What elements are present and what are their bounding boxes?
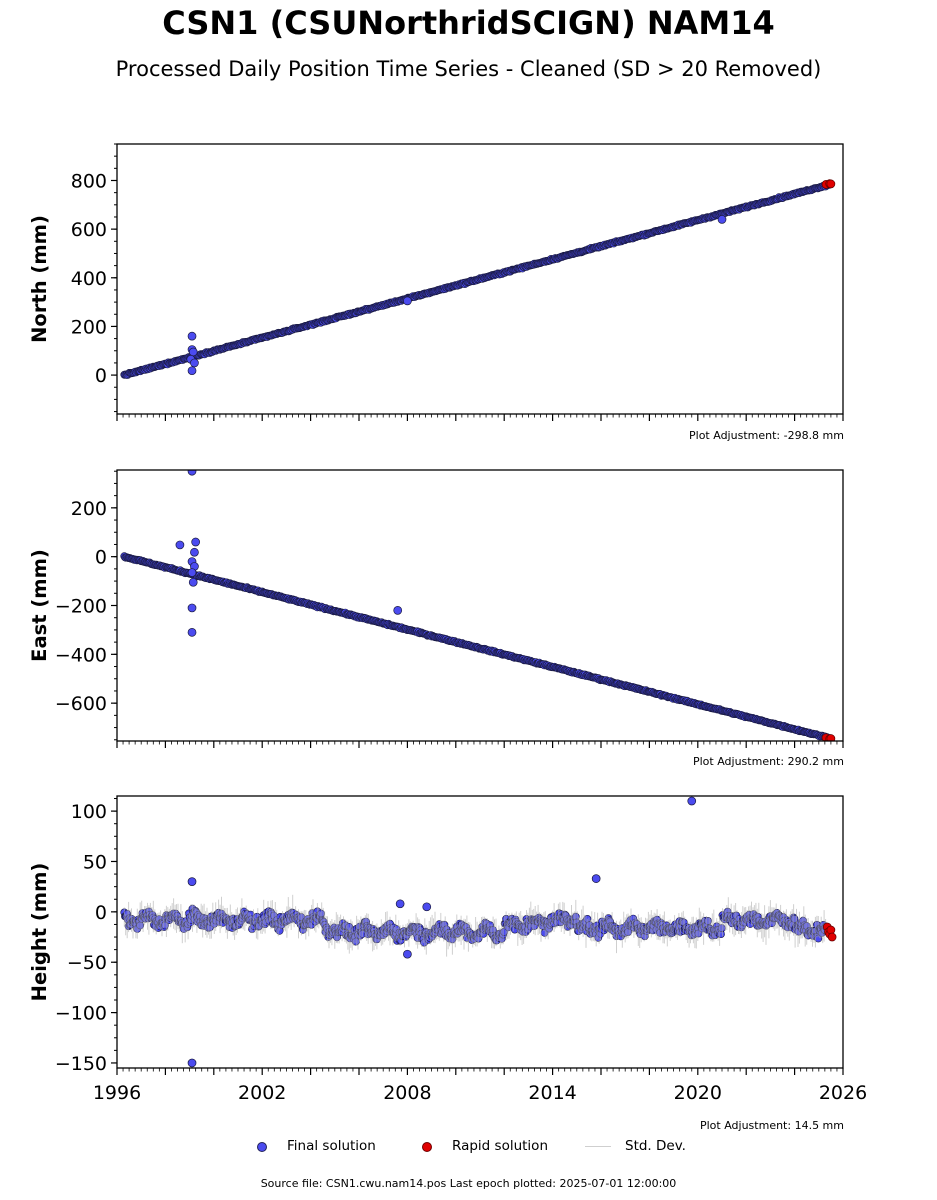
height-plot-area xyxy=(120,796,837,1068)
height-ytick-label: −100 xyxy=(55,1003,107,1025)
north-ytick-label: 600 xyxy=(71,219,107,241)
height-xtick-label: 2014 xyxy=(528,1082,576,1104)
north-outlier-point xyxy=(187,366,197,376)
height-adjustment-label: Plot Adjustment: 14.5 mm xyxy=(699,1119,844,1132)
height-rapid-point xyxy=(826,925,836,935)
east-outlier-point xyxy=(187,568,197,577)
height-ylabel: Height (mm) xyxy=(28,863,51,1002)
height-rapid-point xyxy=(827,932,837,942)
east-frame xyxy=(116,469,844,742)
east-outlier-point xyxy=(175,540,185,550)
east-outlier-point xyxy=(187,628,197,637)
north-ytick-label: 800 xyxy=(71,170,107,192)
east-ytick-label: −600 xyxy=(55,693,107,715)
east-outlier-point xyxy=(188,577,198,587)
height-outlier-point xyxy=(395,899,405,909)
source-footer: Source file: CSN1.cwu.nam14.pos Last epo… xyxy=(260,1177,677,1190)
height-outlier-point xyxy=(591,874,601,883)
chart-subtitle: Processed Daily Position Time Series - C… xyxy=(115,57,822,81)
north-adjustment-label: Plot Adjustment: -298.8 mm xyxy=(689,429,844,442)
north-outlier-point xyxy=(190,358,199,368)
height-ytick-label: −50 xyxy=(67,952,107,974)
height-outlier-point xyxy=(187,1058,197,1068)
east-ytick-label: 200 xyxy=(71,498,107,520)
height-panel: −150 −100 −50 0 50 100 1996 2002 2008 2014 2020 202… xyxy=(28,795,867,1104)
north-outlier-point xyxy=(403,296,412,306)
north-panel: 0 200 400 600 800 North (mm) xyxy=(28,143,844,421)
legend-rapid-marker xyxy=(422,1142,432,1152)
height-ytick-label: 0 xyxy=(95,902,107,924)
east-panel: −600 −400 −200 0 200 East (mm) xyxy=(28,469,844,748)
height-xtick-label: 2020 xyxy=(674,1082,722,1104)
north-plot-area xyxy=(120,179,836,379)
north-daily-cloud xyxy=(120,180,835,379)
east-ylabel: East (mm) xyxy=(28,549,51,662)
north-rapid-point xyxy=(826,179,836,189)
height-ytick-label: 100 xyxy=(71,801,107,823)
height-xtick-label: 2026 xyxy=(819,1082,867,1104)
legend-rapid-label: Rapid solution xyxy=(452,1138,548,1154)
north-outlier-point xyxy=(187,331,197,341)
north-ylabel: North (mm) xyxy=(28,215,51,343)
east-outlier-point xyxy=(190,547,199,557)
north-ytick-label: 200 xyxy=(71,316,107,338)
east-adjustment-label: Plot Adjustment: 290.2 mm xyxy=(692,755,844,768)
east-daily-cloud xyxy=(120,552,835,741)
east-outlier-point xyxy=(187,470,197,476)
north-outlier-point xyxy=(188,347,198,357)
height-xtick-label: 1996 xyxy=(93,1082,141,1104)
east-rapid-point xyxy=(826,734,836,741)
height-xtick-label: 2002 xyxy=(238,1082,286,1104)
north-outlier-point xyxy=(717,215,727,224)
legend-final-label: Final solution xyxy=(287,1138,376,1154)
east-ytick-label: −400 xyxy=(55,644,107,666)
legend-std-marker xyxy=(585,1146,611,1147)
east-outlier-point xyxy=(191,537,200,547)
east-outlier-point xyxy=(187,603,197,613)
east-outlier-point xyxy=(393,606,403,615)
north-ytick-label: 400 xyxy=(71,268,107,290)
height-ytick-label: −150 xyxy=(55,1053,107,1075)
height-ytick-label: 50 xyxy=(83,851,107,873)
height-outlier-point xyxy=(187,877,197,886)
legend-final-marker xyxy=(257,1142,267,1152)
legend-std-label: Std. Dev. xyxy=(625,1138,686,1154)
height-outlier-point xyxy=(687,796,697,806)
east-ytick-label: −200 xyxy=(55,596,107,618)
east-plot-area xyxy=(120,470,836,741)
height-stddev-bars xyxy=(123,894,827,957)
height-outlier-point xyxy=(422,902,432,912)
north-ytick-label: 0 xyxy=(95,365,107,387)
chart-title: CSN1 (CSUNorthridSCIGN) NAM14 xyxy=(162,4,775,42)
height-xtick-label: 2008 xyxy=(383,1082,431,1104)
east-ytick-label: 0 xyxy=(95,547,107,569)
height-outlier-point xyxy=(403,949,412,959)
